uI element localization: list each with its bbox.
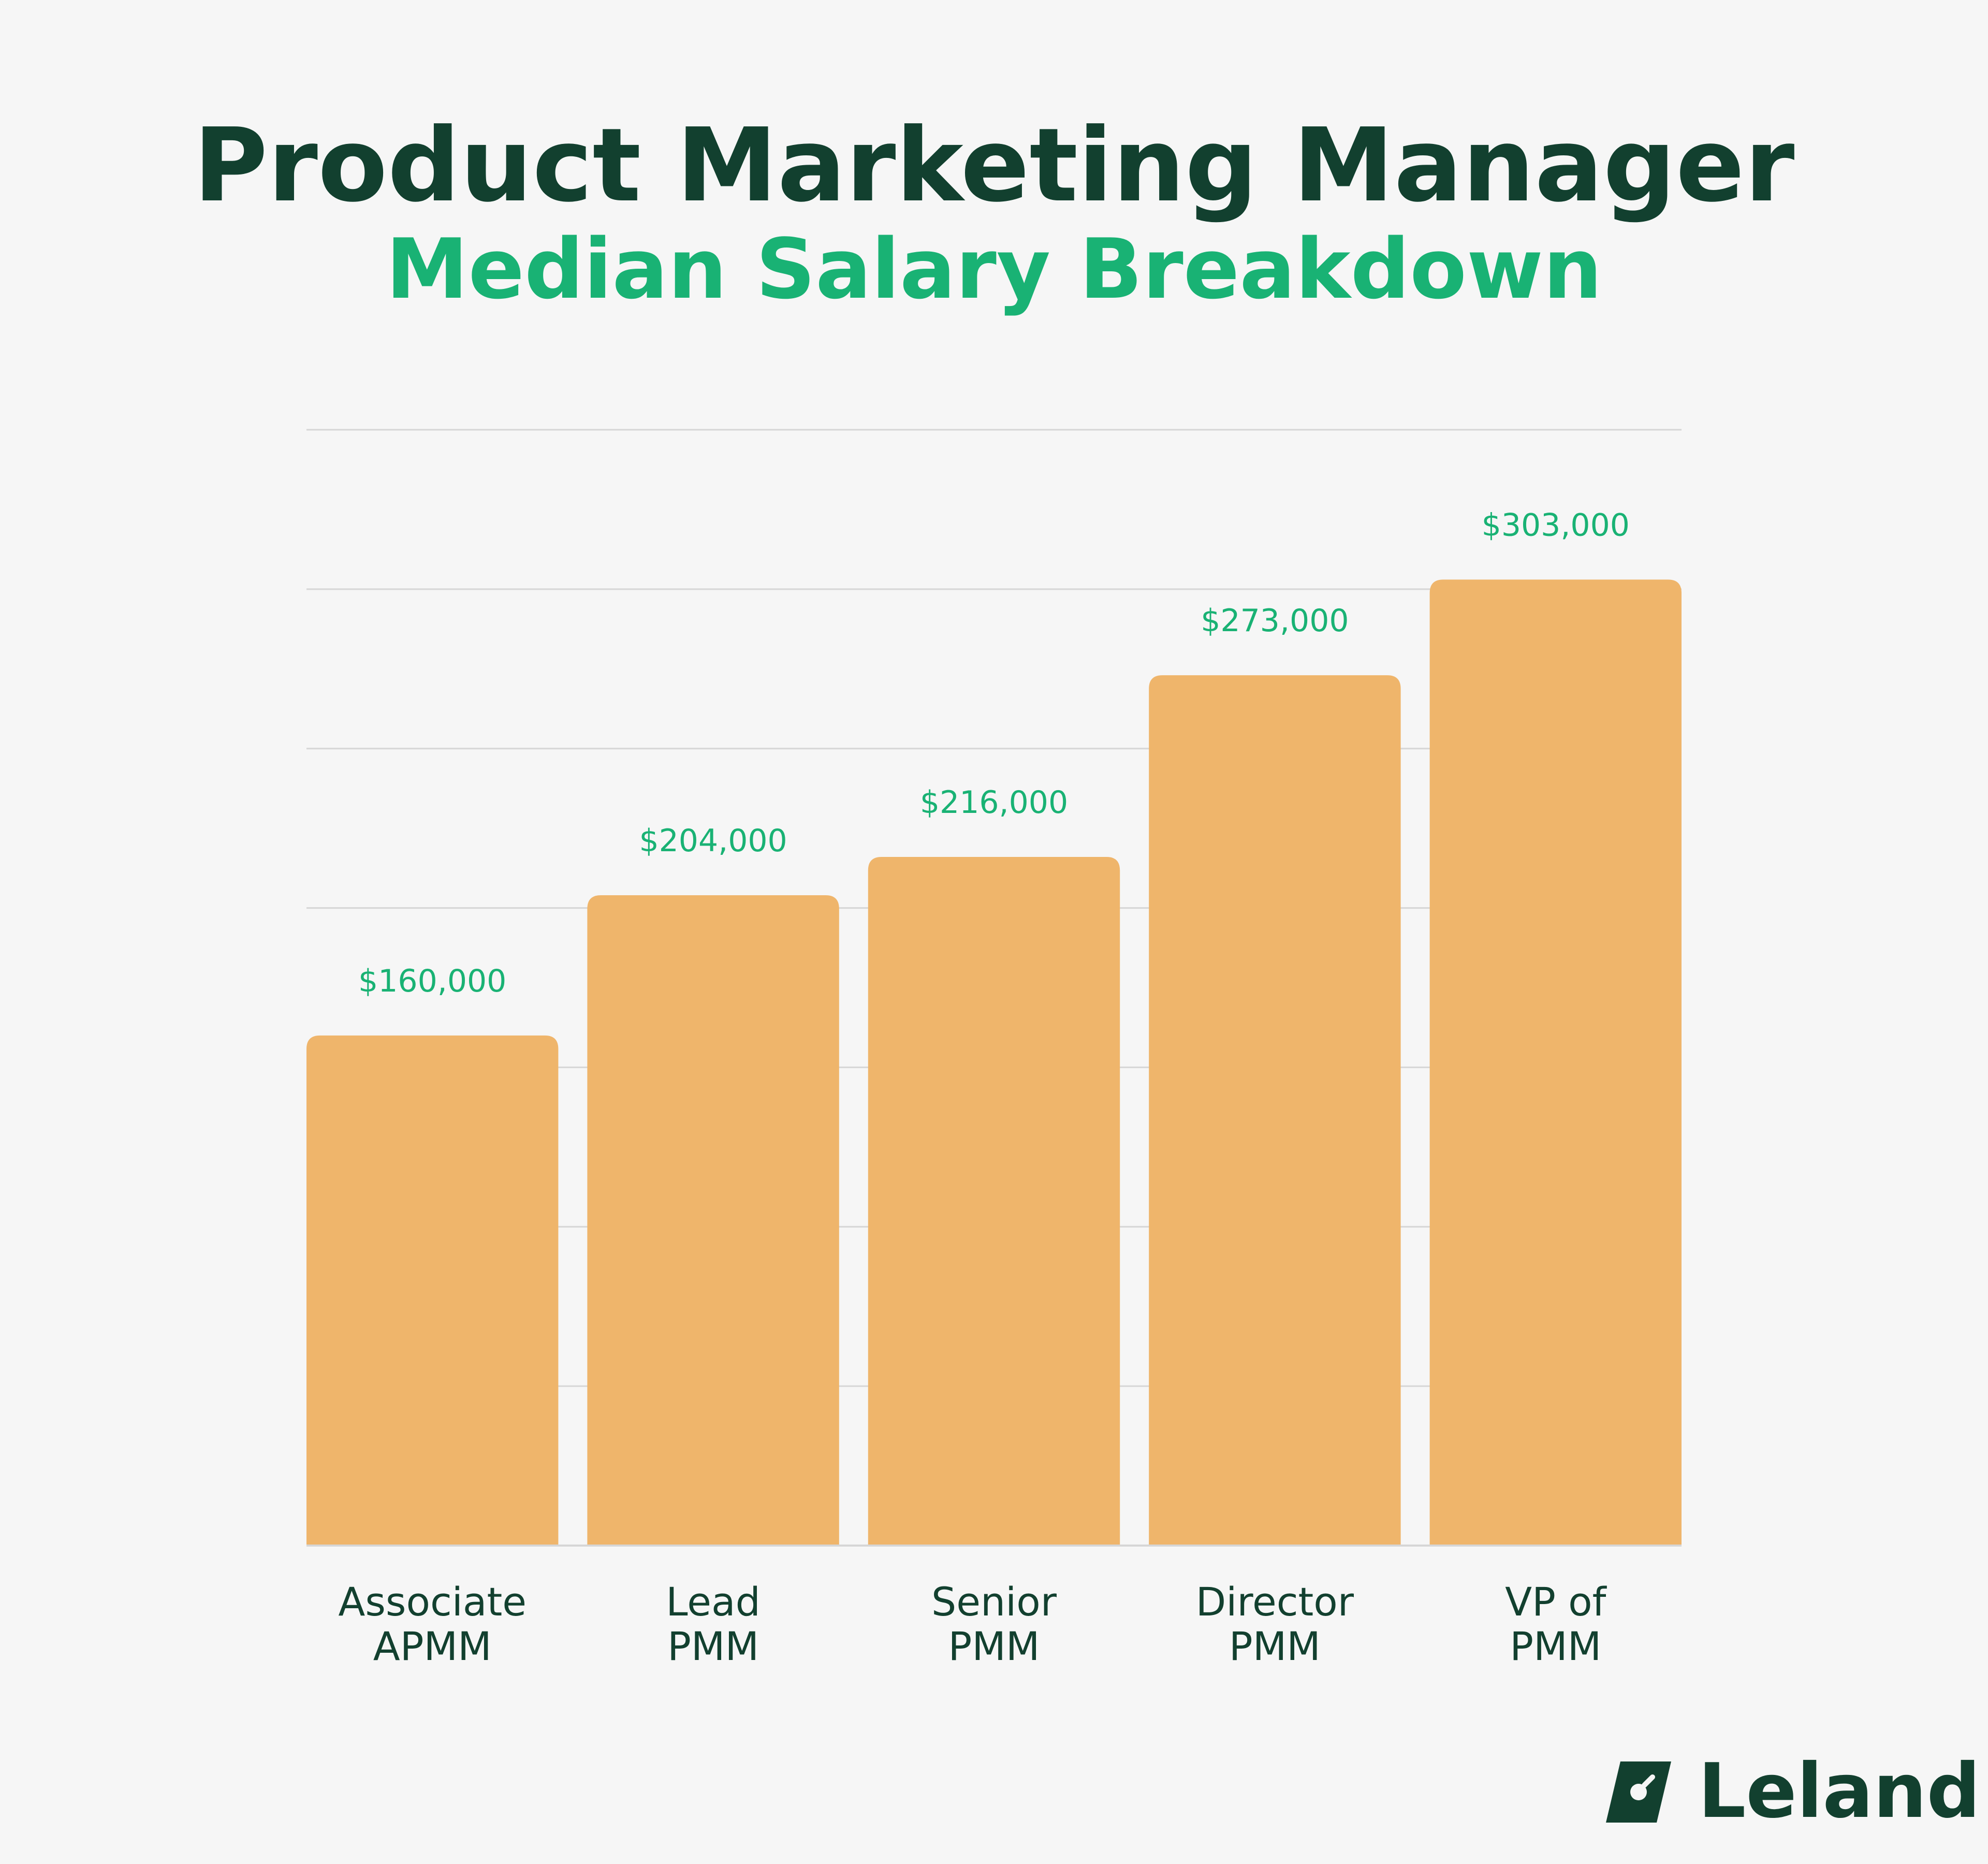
bar	[587, 895, 839, 1546]
x-axis-category-label: APMM	[373, 1623, 492, 1669]
bar-value-label: $273,000	[1201, 603, 1349, 639]
x-axis-category-label: Director	[1196, 1579, 1354, 1625]
brand-name: Leland	[1698, 1748, 1981, 1835]
bar	[1429, 579, 1682, 1546]
bar	[1149, 675, 1401, 1546]
chart-subtitle: Median Salary Breakdown	[386, 221, 1602, 317]
bar	[306, 1035, 559, 1546]
x-axis-category-label: Associate	[338, 1579, 527, 1625]
x-axis-category-label: Lead	[666, 1579, 761, 1625]
bar-value-label: $303,000	[1482, 507, 1630, 543]
bar-value-label: $160,000	[358, 963, 506, 999]
x-axis-category-label: PMM	[1229, 1623, 1321, 1669]
bar	[868, 857, 1120, 1546]
bar-value-label: $204,000	[639, 823, 787, 859]
x-axis-category-label: PMM	[948, 1623, 1040, 1669]
brand-logo: Leland	[1605, 1750, 1980, 1833]
x-axis-category-label: Senior	[931, 1579, 1057, 1625]
x-axis-category-label: PMM	[667, 1623, 759, 1669]
bar-value-label: $216,000	[920, 784, 1068, 821]
x-axis-category-label: PMM	[1510, 1623, 1601, 1669]
x-axis-category-label: VP of	[1505, 1579, 1607, 1625]
leland-logo-icon	[1606, 1761, 1671, 1823]
chart-title: Product Marketing Manager	[193, 107, 1795, 225]
